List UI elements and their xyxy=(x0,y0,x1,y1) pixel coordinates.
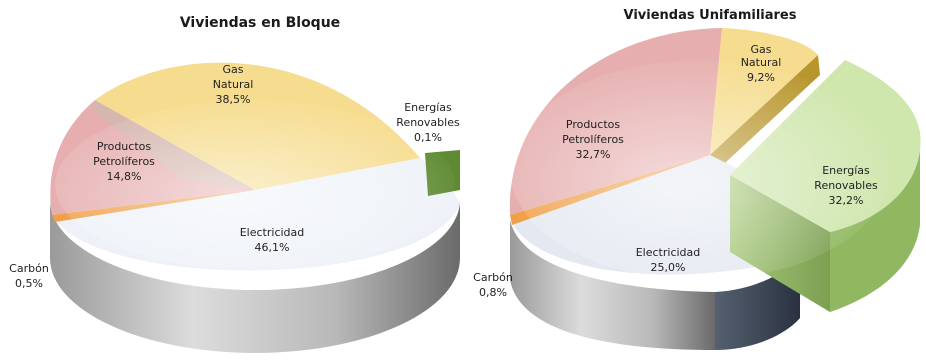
label-bloque-renovables-2: Renovables xyxy=(396,116,460,129)
label-unif-productos-2: Petrolíferos xyxy=(562,133,624,146)
slice-unif-energias-renovables-side xyxy=(830,150,920,312)
label-bloque-electricidad-1: Electricidad xyxy=(240,226,305,239)
label-unif-carbon-1: Carbón xyxy=(473,271,513,284)
label-unif-electricidad-1: Electricidad xyxy=(636,246,701,259)
label-bloque-gas-natural-3: 38,5% xyxy=(216,93,251,106)
pie-bloque xyxy=(50,62,460,353)
pie-bloque-side-wall xyxy=(50,200,460,353)
chart-title-bloque: Viviendas en Bloque xyxy=(180,15,340,31)
chart-title-unifamiliares: Viviendas Unifamiliares xyxy=(624,8,797,23)
label-unif-productos-1: Productos xyxy=(566,118,620,131)
label-unif-renovables-2: Renovables xyxy=(814,179,878,192)
label-unif-productos-3: 32,7% xyxy=(576,148,611,161)
label-bloque-productos-2: Petrolíferos xyxy=(93,155,155,168)
label-bloque-gas-natural-1: Gas xyxy=(223,63,244,76)
label-bloque-gas-natural-2: Natural xyxy=(213,78,254,91)
pie-unif-side-wall xyxy=(510,220,715,350)
label-bloque-renovables-1: Energías xyxy=(404,101,452,114)
pie-bloque-sheen xyxy=(55,100,455,270)
label-unif-carbon-2: 0,8% xyxy=(479,286,507,299)
label-bloque-renovables-3: 0,1% xyxy=(414,131,442,144)
label-bloque-electricidad-2: 46,1% xyxy=(255,241,290,254)
label-bloque-productos-1: Productos xyxy=(97,140,151,153)
label-unif-electricidad-2: 25,0% xyxy=(651,261,686,274)
label-bloque-carbon-1: Carbón xyxy=(9,262,49,275)
label-bloque-productos-3: 14,8% xyxy=(107,170,142,183)
pie-unifamiliares xyxy=(509,28,921,350)
label-unif-renovables-3: 32,2% xyxy=(829,194,864,207)
label-unif-gas-natural-2: Natural xyxy=(741,56,782,69)
pie-unif-sheen xyxy=(510,60,890,280)
label-unif-renovables-1: Energías xyxy=(822,164,870,177)
labels-unifamiliares: Gas Natural 9,2% Energías Renovables 32,… xyxy=(473,43,878,299)
label-unif-gas-natural-1: Gas xyxy=(751,43,772,56)
label-bloque-carbon-2: 0,5% xyxy=(15,277,43,290)
label-unif-gas-natural-3: 9,2% xyxy=(747,71,775,84)
labels-bloque: Gas Natural 38,5% Energías Renovables 0,… xyxy=(9,63,460,290)
